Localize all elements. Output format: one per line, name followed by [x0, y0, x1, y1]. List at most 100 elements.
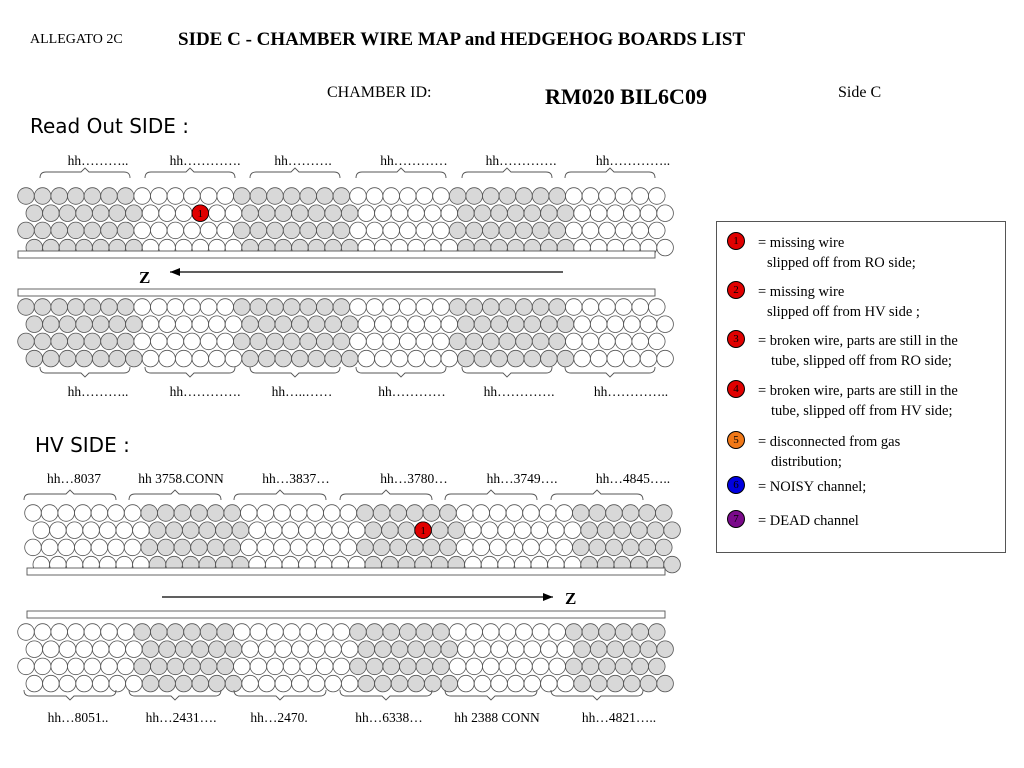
ro-lower-tube	[573, 349, 591, 368]
ro-lower-tube	[141, 349, 160, 368]
hv-top-hedgehog-label: hh…4845…..	[595, 471, 671, 486]
hv-lower-tube	[432, 623, 450, 641]
hv-lower-tube	[299, 657, 317, 676]
chamber-id-value: RM020 BIL6C09	[545, 84, 707, 109]
hv-upper-tube	[663, 521, 681, 539]
hv-upper-tube	[497, 521, 515, 539]
hv-upper-bar	[26, 567, 666, 576]
hv-lower-tube	[341, 674, 359, 693]
ro-upper-tube	[316, 221, 334, 240]
ro-upper-tube	[50, 187, 68, 205]
ro-upper-tube	[448, 187, 467, 205]
ro-lower-tube	[465, 298, 483, 316]
hv-upper-tube	[240, 538, 258, 557]
hv-lower-tube	[266, 657, 284, 676]
ro-lower-tube	[249, 332, 268, 351]
ro-lower-tube	[100, 332, 118, 351]
hv-upper-tube	[57, 504, 75, 522]
ro-upper-tube	[482, 221, 500, 240]
ro-lower-tube	[58, 315, 77, 333]
ro-lower-tube	[374, 349, 392, 368]
hv-lower-tube	[258, 674, 276, 693]
hv-lower-tube	[274, 640, 293, 658]
hv-lower-tube	[382, 623, 400, 641]
hv-upper-tube	[223, 504, 241, 522]
ro-lower-tube	[216, 332, 234, 351]
hv-lower-tube	[590, 674, 608, 693]
hv-upper-tube	[439, 504, 457, 522]
readout-z-label: Z	[139, 268, 151, 287]
ro-lower-tube	[473, 315, 492, 333]
hv-lower-tube	[141, 674, 160, 693]
ro-z-arrow-head	[170, 268, 180, 276]
ro-lower-tube	[631, 332, 649, 351]
ro-upper-tube	[125, 204, 143, 222]
ro-lower-tube	[133, 298, 151, 316]
ro-lower-tube	[125, 315, 143, 333]
ro-upper-tube	[42, 204, 60, 222]
ro-upper-tube	[91, 204, 110, 222]
ro-lower-tube	[357, 315, 376, 333]
ro-lower-tube	[83, 332, 102, 351]
hv-upper-tube	[74, 538, 92, 557]
hv-upper-tube	[157, 538, 175, 557]
ro-upper-tube	[17, 221, 35, 240]
ro-upper-tube	[507, 204, 525, 222]
ro-upper-tube	[25, 204, 44, 222]
ro-upper-tube	[249, 187, 268, 205]
hv-upper-tube	[489, 538, 507, 557]
hv-lower-tube	[531, 623, 550, 641]
hv-upper-tube	[206, 504, 225, 522]
ro-upper-tube	[332, 187, 351, 205]
ro-lower-tube	[548, 298, 566, 316]
ro-lower-tube	[590, 315, 608, 333]
hv-upper-tube	[306, 538, 324, 557]
ro-lower-tube	[208, 349, 226, 368]
ro-upper-tube	[216, 187, 234, 205]
hv-bottom-brace	[339, 689, 433, 701]
ro-lower-tube	[390, 315, 409, 333]
ro-lower-tube	[307, 315, 326, 333]
hv-lower-tube	[424, 640, 442, 658]
hv-lower-tube	[174, 640, 193, 658]
ro-lower-tube	[224, 349, 243, 368]
ro-lower-tube	[424, 315, 442, 333]
ro-lower-tube	[440, 349, 459, 368]
hv-lower-tube	[332, 623, 351, 641]
hv-lower-tube	[341, 640, 359, 658]
hv-top-brace	[339, 489, 433, 501]
ro-lower-tube	[581, 298, 600, 316]
hv-upper-tube	[65, 521, 84, 539]
ro-lower-tube	[399, 298, 417, 316]
hv-lower-tube	[598, 623, 616, 641]
ro-lower-tube	[349, 298, 367, 316]
ro-upper-tube	[656, 204, 674, 222]
ro-lower-tube	[648, 298, 666, 316]
hv-lower-tube	[523, 674, 542, 693]
hv-lower-tube	[332, 657, 351, 676]
ro-lower-tube	[150, 332, 168, 351]
ro-lower-tube	[332, 332, 351, 351]
ro-lower-tube	[590, 349, 608, 368]
ro-lower-tube	[324, 349, 342, 368]
ro-top-brace	[461, 167, 553, 179]
ro-upper-tube	[382, 221, 400, 240]
ro-upper-tube	[432, 221, 450, 240]
ro-upper-tube	[631, 221, 649, 240]
hv-lower-tube	[174, 674, 193, 693]
hv-lower-tube	[67, 623, 85, 641]
ro-upper-tube	[75, 204, 93, 222]
ro-upper-marked-tube-code: 1	[198, 208, 204, 220]
ro-upper-tube	[639, 204, 658, 222]
ro-lower-tube	[316, 332, 334, 351]
hv-upper-tube	[273, 504, 291, 522]
hv-upper-tube	[389, 504, 407, 522]
ro-upper-tube	[598, 187, 616, 205]
hv-lower-tube	[100, 623, 118, 641]
hv-lower-tube	[133, 623, 151, 641]
ro-lower-tube	[183, 332, 201, 351]
hv-lower-tube	[42, 674, 60, 693]
ro-lower-tube	[507, 315, 525, 333]
ro-upper-tube	[656, 238, 674, 257]
ro-upper-tube	[482, 187, 500, 205]
